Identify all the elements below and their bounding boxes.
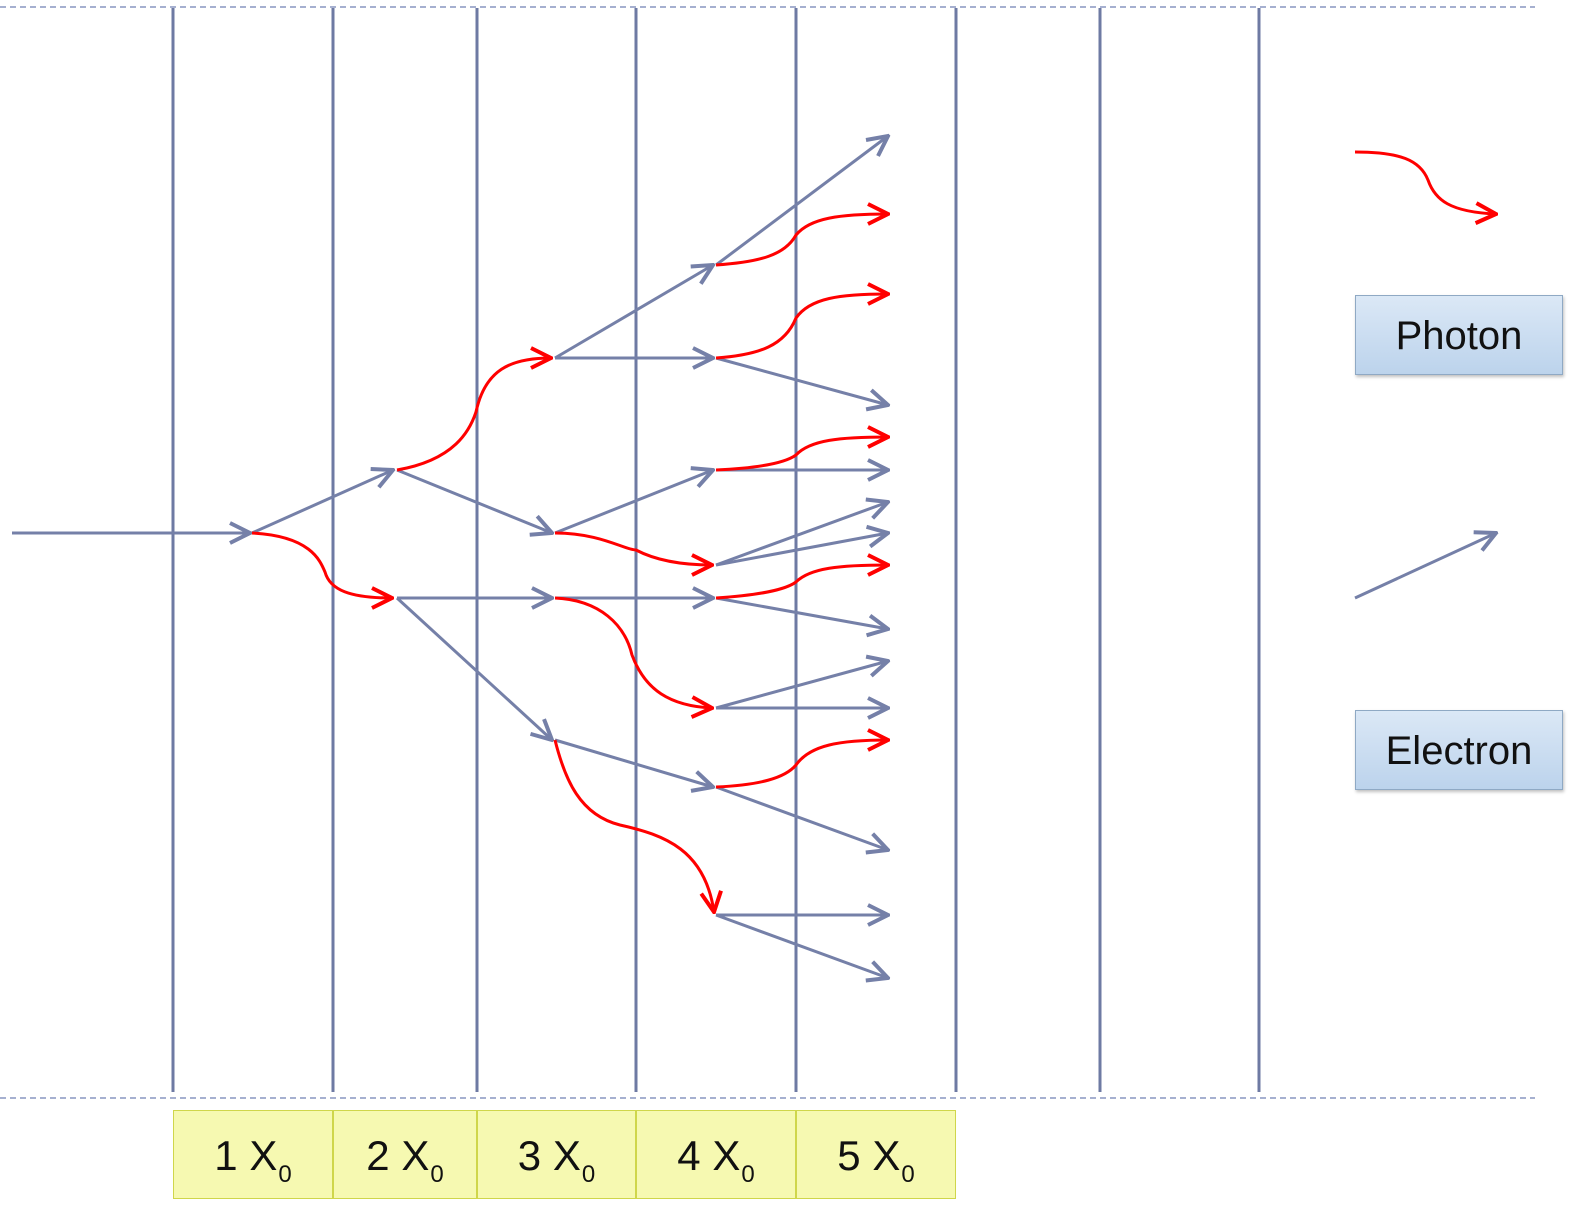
photon-legend-box: Photon [1355, 295, 1563, 375]
depth-cell-4: 4 X0 [636, 1110, 796, 1199]
depth-subscript: 0 [430, 1161, 444, 1188]
depth-subscript: 0 [901, 1161, 915, 1188]
depth-subscript: 0 [741, 1161, 755, 1188]
depth-number: 2 [366, 1132, 390, 1179]
electron-track [554, 265, 713, 360]
photon-track [715, 740, 888, 789]
depth-number: 4 [677, 1132, 701, 1179]
depth-subscript: 0 [278, 1161, 292, 1188]
depth-number: 5 [837, 1132, 861, 1179]
photon-track [715, 214, 888, 267]
photon-track [554, 531, 712, 565]
electron-track [396, 468, 552, 533]
depth-cell-3: 3 X0 [477, 1110, 636, 1199]
depth-symbol: X [249, 1132, 278, 1179]
straight-blue-arrow-icon [1354, 533, 1496, 600]
electron-tracks [12, 136, 888, 978]
depth-symbol: X [552, 1132, 581, 1179]
photon-track [396, 358, 551, 472]
layer-lines [171, 8, 1261, 1092]
electron-track [715, 356, 888, 405]
depth-symbol: X [401, 1132, 430, 1179]
depth-cell-2: 2 X0 [333, 1110, 477, 1199]
depth-number: 3 [517, 1132, 542, 1179]
photon-track [715, 294, 888, 360]
electron-track [715, 913, 888, 978]
electron-track [715, 661, 888, 710]
depth-symbol: X [712, 1132, 741, 1179]
photon-track [715, 437, 888, 472]
photon-track [553, 739, 714, 912]
electron-track [554, 470, 713, 535]
electron-legend-box: Electron [1355, 710, 1563, 790]
photon-track [715, 565, 888, 600]
depth-cell-5: 5 X0 [796, 1110, 956, 1199]
depth-subscript: 0 [581, 1161, 596, 1188]
depth-cell-1: 1 X0 [173, 1110, 333, 1199]
electron-track [715, 136, 888, 267]
wavy-red-arrow-icon [1354, 150, 1496, 214]
electron-track [251, 470, 393, 535]
depth-symbol: X [872, 1132, 901, 1179]
depth-number: 1 [214, 1132, 238, 1179]
electron-track [715, 502, 888, 567]
photon-track [251, 531, 392, 598]
electron-track [715, 533, 888, 567]
electron-track [715, 596, 888, 629]
electron-track [395, 596, 552, 740]
electron-track [554, 738, 713, 787]
photon-legend-label: Photon [1395, 314, 1523, 358]
photon-tracks [251, 214, 888, 912]
electron-track [715, 785, 888, 850]
electron-legend-label: Electron [1385, 729, 1533, 773]
photon-track [554, 596, 712, 708]
